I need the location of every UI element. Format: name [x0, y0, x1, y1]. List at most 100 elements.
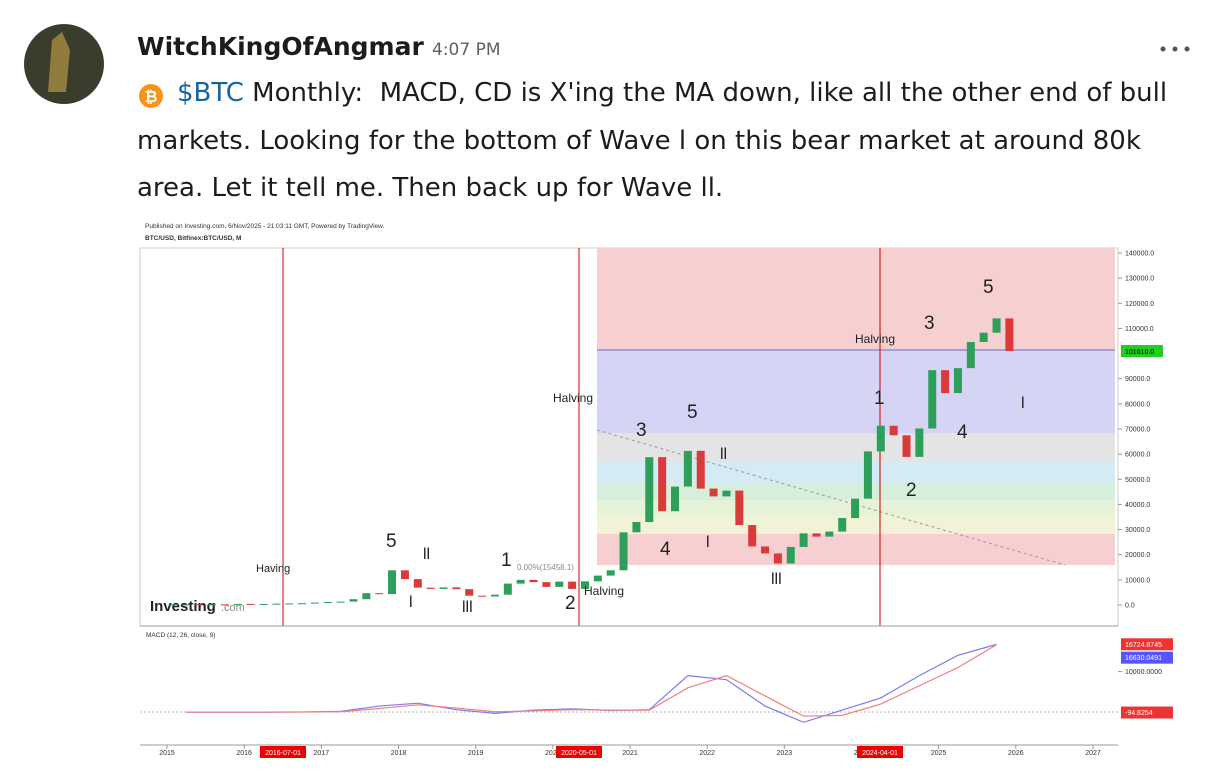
candle — [362, 593, 371, 600]
candle — [349, 599, 358, 602]
annotation: 1 — [501, 550, 512, 571]
annotation: 0.00%(15458.1) — [517, 563, 574, 572]
message-line: markets. Looking for the bottom of Wave … — [137, 126, 1141, 156]
candle — [966, 342, 975, 369]
candle — [825, 531, 834, 537]
annotation: lll — [462, 599, 473, 616]
candle — [516, 579, 525, 584]
x-tick-label: 2015 — [159, 750, 175, 757]
candle — [580, 581, 589, 589]
price-tag: 101010.0 — [1125, 349, 1154, 356]
candle — [992, 318, 1001, 333]
annotation: l — [1021, 395, 1025, 412]
candle — [658, 457, 667, 512]
candle — [259, 603, 268, 605]
annotation: lll — [771, 571, 782, 588]
candle — [478, 595, 487, 597]
author[interactable]: WitchKingOfAngmar — [137, 32, 424, 61]
candle — [388, 570, 397, 595]
candle — [1005, 318, 1014, 352]
x-tick-label: 2026 — [1008, 750, 1024, 757]
fib-band — [597, 515, 1115, 534]
candle — [838, 518, 847, 532]
candle — [941, 370, 950, 394]
timestamp[interactable]: 4:07 PM — [432, 40, 501, 60]
annotation: Halving — [584, 584, 624, 598]
macd-tag-bg — [1121, 706, 1173, 719]
candle — [220, 604, 229, 606]
fib-band — [597, 248, 1115, 350]
candle — [195, 604, 204, 606]
candle — [876, 425, 885, 452]
annotation: ll — [423, 546, 430, 563]
candle — [400, 570, 409, 580]
x-tick-label: 2022 — [699, 750, 715, 757]
candle — [452, 587, 461, 590]
candle — [208, 604, 217, 606]
chart-image: Published on Investing.com, 6/Nov/2025 -… — [137, 216, 1173, 761]
y-tick-label: 10000.0 — [1125, 577, 1150, 584]
candle — [786, 546, 795, 564]
annotation: ll — [720, 446, 727, 463]
y-tick-label: 130000.0 — [1125, 276, 1154, 283]
message-line: area. Let it tell me. Then back up for W… — [137, 173, 724, 203]
candle — [542, 582, 551, 587]
y-tick-label: 40000.0 — [1125, 502, 1150, 509]
annotation: l — [706, 534, 710, 551]
y-tick-label: 110000.0 — [1125, 326, 1154, 333]
macd-title: MACD (12, 26, close, 9) — [146, 632, 215, 639]
fib-band — [597, 534, 1115, 565]
candle — [632, 522, 641, 533]
candle — [773, 553, 782, 564]
macd-tag: -94.8254 — [1125, 710, 1153, 717]
price-tag-bg — [1121, 345, 1163, 358]
macd-line — [186, 644, 997, 717]
candle — [593, 575, 602, 582]
candle — [272, 603, 281, 605]
annotation: 4 — [957, 422, 968, 443]
annotation: 4 — [660, 539, 671, 560]
candle — [889, 425, 898, 436]
annotation: 3 — [636, 420, 647, 441]
candle — [439, 587, 448, 589]
bitcoin-symbol: ₿ — [144, 88, 157, 106]
candle — [169, 604, 178, 606]
candle — [902, 435, 911, 457]
y-tick-label: 50000.0 — [1125, 477, 1150, 484]
annotation: l — [409, 594, 413, 611]
candle — [812, 533, 821, 537]
candle — [529, 579, 538, 583]
candle — [426, 587, 435, 589]
ticker[interactable]: $BTC — [177, 78, 244, 108]
x-tick-label: 2019 — [468, 750, 484, 757]
candle — [490, 594, 499, 597]
macd-tag: 16724.8745 — [1125, 642, 1162, 649]
avatar-figure — [48, 32, 70, 92]
x-tick-label: 2027 — [1085, 750, 1101, 757]
more-menu[interactable] — [1160, 46, 1190, 52]
macd-tag-bg — [1121, 651, 1173, 664]
message-text: Monthly: MACD, CD is X'ing the MA down, … — [252, 78, 1168, 108]
annotation: 5 — [983, 277, 994, 298]
candle — [375, 593, 384, 595]
candle — [246, 603, 255, 605]
x-tick-label: 2020 — [545, 750, 561, 757]
y-tick-label: 30000.0 — [1125, 527, 1150, 534]
candle — [979, 332, 988, 343]
candle — [709, 488, 718, 497]
x-tick-label: 2017 — [314, 750, 330, 757]
macd-tag-bg — [1121, 638, 1173, 651]
y-tick-label: 20000.0 — [1125, 552, 1150, 559]
y-tick-label: 60000.0 — [1125, 452, 1150, 459]
x-tick-label: 2016 — [236, 750, 252, 757]
annotation: 5 — [386, 531, 397, 552]
candle — [851, 498, 860, 519]
y-tick-label: 120000.0 — [1125, 301, 1154, 308]
message-line: $BTC Monthly: MACD, CD is X'ing the MA d… — [177, 78, 1167, 108]
y-tick-label: 70000.0 — [1125, 427, 1150, 434]
candle — [915, 428, 924, 457]
candle — [696, 450, 705, 489]
fib-band — [597, 461, 1115, 484]
